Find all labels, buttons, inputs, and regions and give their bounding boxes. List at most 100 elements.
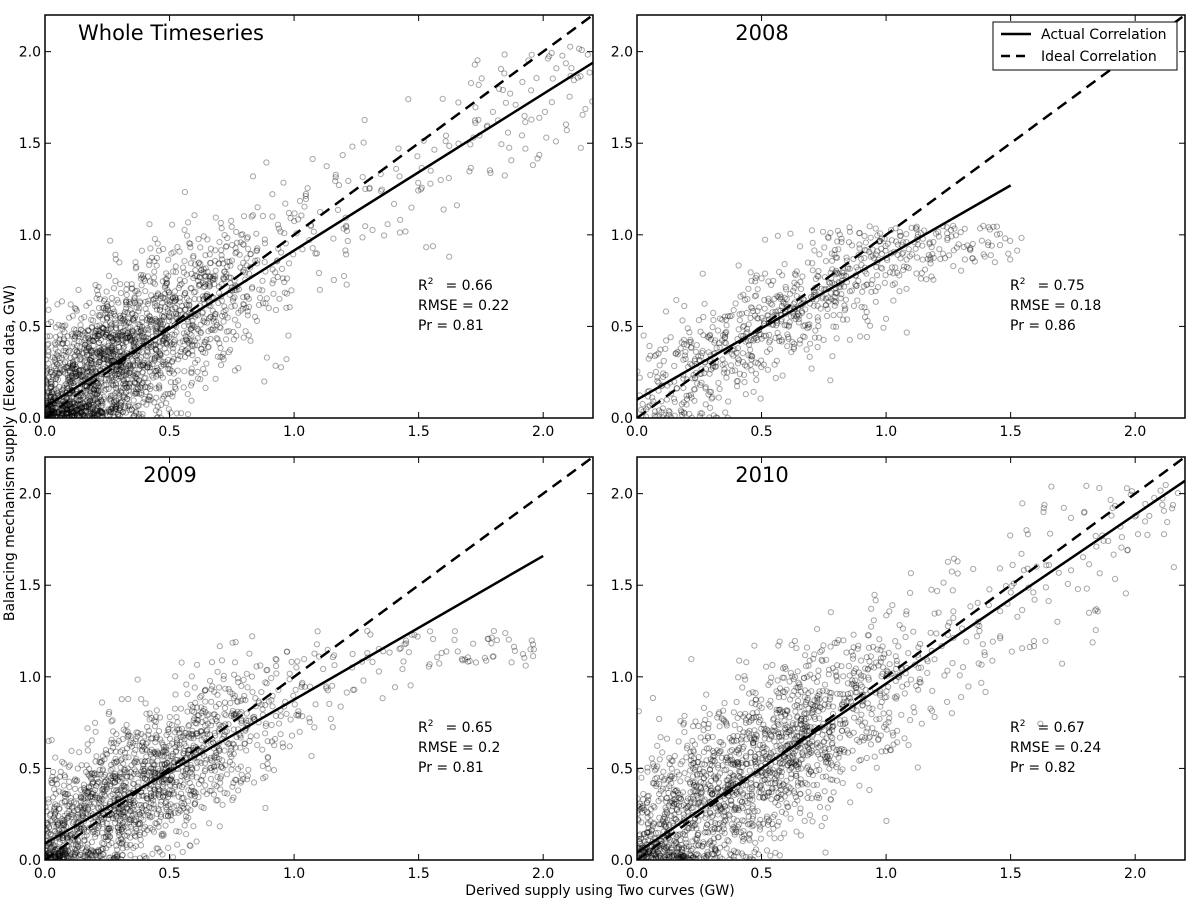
data-point [747,314,754,322]
data-point [323,685,330,692]
data-point [129,310,136,317]
data-point [254,204,261,211]
data-point [169,349,176,356]
data-point [59,409,66,416]
y-tick-label: 2.0 [19,487,41,503]
data-point [148,318,155,325]
data-point [109,348,116,355]
data-point [147,785,154,792]
data-point [160,393,167,400]
data-point [717,804,724,811]
data-point [74,342,81,349]
data-point [103,330,110,337]
data-point [51,804,58,811]
data-point [94,778,102,785]
data-point [795,759,803,766]
data-point [110,739,117,746]
data-point [872,298,879,305]
data-point [73,814,80,821]
data-point [313,250,320,257]
data-point [112,397,120,404]
data-point [173,329,180,336]
data-point [99,402,106,409]
data-point [88,410,96,418]
data-point [103,315,110,322]
data-point [835,246,842,253]
data-point [181,291,188,298]
data-point [45,412,52,418]
data-point [173,310,180,317]
data-point [110,773,117,780]
data-point [233,776,240,783]
data-point [132,373,139,380]
data-point [45,819,51,826]
data-point [101,779,108,786]
data-point [152,295,159,302]
data-point [139,332,146,339]
x-tick-label: 1.5 [408,866,430,882]
data-point [958,267,965,274]
data-point [244,684,251,691]
data-point [758,364,765,371]
data-point [129,812,136,820]
data-point [67,853,74,860]
data-point [738,310,746,317]
data-point [86,405,94,412]
data-point [160,787,167,794]
data-point [87,356,94,363]
data-point [61,790,68,797]
data-point [850,255,857,263]
data-point [200,743,207,750]
data-point [692,356,699,363]
data-point [332,178,339,185]
data-point [240,241,247,248]
data-point [720,369,728,376]
data-point [149,761,157,768]
data-point [50,841,57,848]
data-point [157,811,164,818]
data-point [229,297,236,304]
data-point [312,701,319,708]
data-point [190,717,197,724]
data-point [151,354,159,361]
data-point [157,321,164,328]
data-point [243,717,250,724]
data-point [125,380,132,387]
data-point [930,254,937,261]
data-point [143,334,150,341]
data-point [823,302,830,309]
data-point [232,250,239,257]
data-point [259,300,267,307]
data-point [114,411,122,418]
data-point [138,792,145,799]
data-point [721,333,729,341]
data-point [114,787,121,794]
data-point [64,410,71,417]
data-point [117,757,125,764]
data-point [220,274,227,281]
data-point [148,715,155,722]
data-point [225,328,232,335]
data-point [67,354,74,361]
data-point [343,222,350,229]
data-point [147,765,155,772]
data-point [69,820,76,827]
data-point [160,337,167,344]
data-point [801,674,808,681]
data-point [186,302,193,309]
data-point [130,315,137,322]
data-point [88,790,95,797]
data-point [190,735,197,742]
data-point [846,265,853,272]
data-point [706,370,713,377]
data-point [204,726,211,734]
data-point [892,264,899,271]
data-point [179,768,187,775]
data-point [100,773,107,780]
data-point [80,350,87,357]
data-point [194,730,201,737]
data-point [94,829,101,837]
data-point [72,841,80,848]
